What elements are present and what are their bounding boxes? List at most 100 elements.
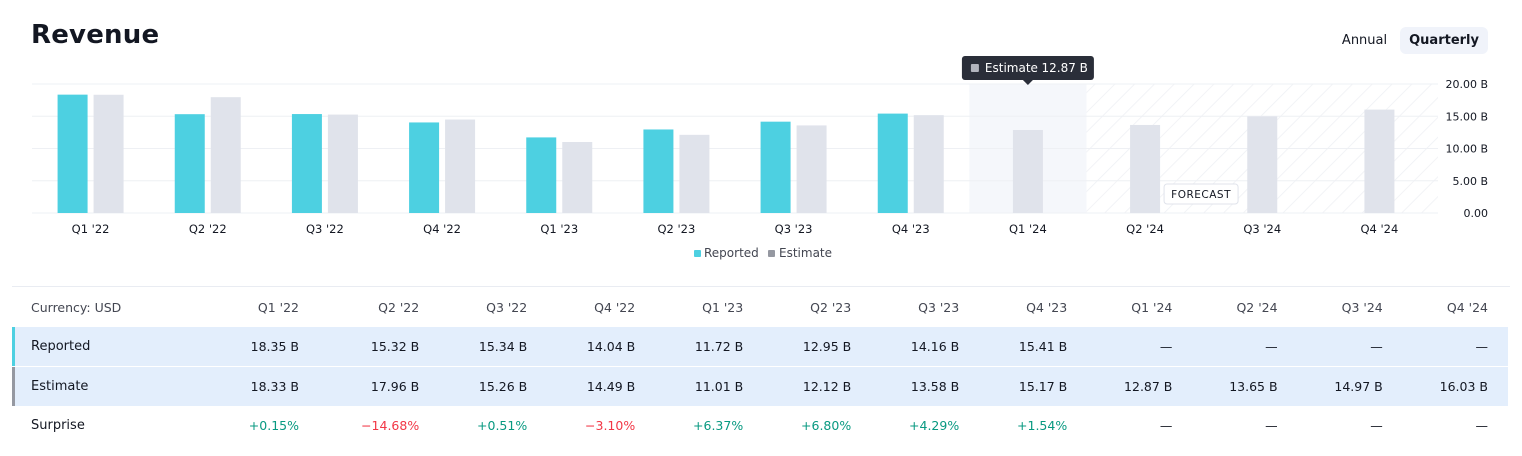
table-cell: −3.10% bbox=[585, 418, 636, 433]
x-tick-label: Q1 '23 bbox=[540, 222, 578, 236]
column-header: Q1 '24 bbox=[1131, 299, 1173, 315]
x-tick-label: Q1 '24 bbox=[1009, 222, 1047, 236]
table-cell: 14.49 B bbox=[547, 366, 656, 406]
x-tick-label: Q4 '23 bbox=[892, 222, 930, 236]
table-cell: 15.34 B bbox=[439, 327, 548, 367]
x-tick-label: Q2 '24 bbox=[1126, 222, 1164, 236]
x-tick-label: Q3 '24 bbox=[1243, 222, 1281, 236]
bar-estimate[interactable] bbox=[93, 94, 124, 213]
reported-row[interactable]: Reported 18.35 B 15.32 B 15.34 B 14.04 B 11.7… bbox=[12, 327, 1508, 367]
estimate-row[interactable]: Estimate 18.33 B 17.96 B 15.26 B 14.49 B 11.0… bbox=[12, 366, 1508, 406]
table-cell: 17.96 B bbox=[318, 366, 440, 406]
table-cell: 14.97 B bbox=[1297, 366, 1403, 406]
table-cell: — bbox=[1297, 327, 1403, 367]
revenue-table: Currency: USD Q1 '22 Q2 '22 Q3 '22 Q4 '22 Q1… bbox=[12, 287, 1508, 445]
x-tick-label: Q1 '22 bbox=[72, 222, 110, 236]
tab-quarterly[interactable]: Quarterly bbox=[1400, 27, 1488, 54]
column-header: Q2 '22 bbox=[378, 299, 420, 315]
bar-estimate[interactable] bbox=[562, 141, 593, 213]
y-tick-label: 20.00 B bbox=[1445, 78, 1488, 91]
x-tick-label: Q3 '23 bbox=[775, 222, 813, 236]
table-cell: 13.65 B bbox=[1192, 366, 1298, 406]
table-cell: −14.68% bbox=[361, 418, 420, 433]
currency-label: Currency: USD bbox=[31, 299, 122, 315]
bar-reported[interactable] bbox=[643, 129, 674, 213]
bar-estimate[interactable] bbox=[1012, 129, 1043, 213]
bar-reported[interactable] bbox=[409, 122, 440, 213]
forecast-label: FORECAST bbox=[1171, 189, 1231, 201]
column-header: Q4 '24 bbox=[1446, 299, 1488, 315]
table-cell: 15.32 B bbox=[318, 327, 440, 367]
table-cell: — bbox=[1402, 327, 1508, 367]
bar-estimate[interactable] bbox=[210, 97, 241, 213]
page-title: Revenue bbox=[31, 20, 160, 50]
table-cell: — bbox=[1087, 327, 1193, 367]
estimate-tooltip: Estimate 12.87 B bbox=[961, 56, 1094, 85]
table-cell: +0.51% bbox=[477, 418, 528, 433]
table-cell: +1.54% bbox=[1017, 418, 1068, 433]
bar-estimate[interactable] bbox=[1247, 116, 1278, 213]
table-cell: 18.35 B bbox=[210, 327, 319, 367]
bar-reported[interactable] bbox=[291, 114, 322, 213]
row-label: Reported bbox=[12, 327, 211, 367]
table-cell: — bbox=[1192, 327, 1298, 367]
table-cell: 15.41 B bbox=[979, 327, 1088, 367]
column-header: Q1 '23 bbox=[702, 299, 744, 315]
bar-reported[interactable] bbox=[760, 121, 791, 213]
y-tick-label: 10.00 B bbox=[1445, 143, 1488, 156]
y-tick-label: 15.00 B bbox=[1445, 110, 1488, 123]
bar-reported[interactable] bbox=[57, 94, 88, 213]
bar-estimate[interactable] bbox=[1364, 109, 1395, 213]
bar-reported[interactable] bbox=[526, 137, 557, 213]
bar-estimate[interactable] bbox=[1130, 124, 1161, 213]
row-label: Estimate bbox=[12, 366, 211, 406]
table-cell: 18.33 B bbox=[210, 366, 319, 406]
table-cell: +4.29% bbox=[909, 418, 960, 433]
table-cell: +6.37% bbox=[693, 418, 744, 433]
column-header: Q4 '22 bbox=[594, 299, 636, 315]
table-cell: 12.12 B bbox=[763, 366, 872, 406]
column-header: Q4 '23 bbox=[1026, 299, 1068, 315]
table-cell: 15.17 B bbox=[979, 366, 1088, 406]
table-cell: 14.16 B bbox=[871, 327, 980, 367]
table-cell: 13.58 B bbox=[871, 366, 980, 406]
period-toggle: Annual Quarterly bbox=[1333, 27, 1488, 54]
tooltip-swatch bbox=[970, 64, 979, 72]
table-cell: 11.72 B bbox=[655, 327, 764, 367]
x-tick-label: Q4 '24 bbox=[1361, 222, 1399, 236]
bar-reported[interactable] bbox=[877, 113, 908, 213]
table-cell: 11.01 B bbox=[655, 366, 764, 406]
row-label: Surprise bbox=[31, 418, 85, 433]
revenue-chart[interactable]: 20.00 B 15.00 B 10.00 B 5.00 B 0.00 Q1 '22 Q2 … bbox=[0, 50, 1522, 270]
table-cell: +6.80% bbox=[801, 418, 852, 433]
surprise-row[interactable]: Surprise +0.15% −14.68% +0.51% −3.10% +6.37% +… bbox=[12, 406, 1508, 445]
tooltip-label: Estimate bbox=[985, 61, 1038, 75]
x-tick-label: Q2 '22 bbox=[189, 222, 227, 236]
table-cell: — bbox=[1159, 418, 1173, 433]
section-divider bbox=[12, 286, 1510, 287]
bar-estimate[interactable] bbox=[679, 134, 710, 213]
x-tick-label: Q2 '23 bbox=[658, 222, 696, 236]
bar-estimate[interactable] bbox=[796, 125, 827, 213]
bar-estimate[interactable] bbox=[913, 115, 944, 213]
table-cell: 16.03 B bbox=[1402, 366, 1508, 406]
table-cell: 14.04 B bbox=[547, 327, 656, 367]
bar-estimate[interactable] bbox=[327, 114, 358, 213]
tab-annual[interactable]: Annual bbox=[1341, 33, 1388, 48]
y-tick-label: 0.00 bbox=[1464, 207, 1489, 220]
tooltip-arrow bbox=[1022, 80, 1033, 85]
forecast-badge bbox=[1163, 183, 1239, 205]
column-header: Q3 '24 bbox=[1341, 299, 1383, 315]
column-header: Q3 '22 bbox=[486, 299, 528, 315]
x-tick-label: Q4 '22 bbox=[423, 222, 461, 236]
table-cell: 12.95 B bbox=[763, 327, 872, 367]
legend-estimate-label[interactable]: Estimate bbox=[779, 246, 832, 260]
legend-reported-label[interactable]: Reported bbox=[704, 246, 759, 260]
bar-estimate[interactable] bbox=[445, 119, 476, 213]
table-cell: +0.15% bbox=[248, 418, 299, 433]
column-header: Q3 '23 bbox=[918, 299, 960, 315]
bar-reported[interactable] bbox=[174, 114, 205, 213]
table-cell: — bbox=[1475, 418, 1489, 433]
legend-estimate-swatch bbox=[768, 250, 775, 257]
table-header-row: Currency: USD Q1 '22 Q2 '22 Q3 '22 Q4 '22 Q1… bbox=[12, 287, 1508, 327]
